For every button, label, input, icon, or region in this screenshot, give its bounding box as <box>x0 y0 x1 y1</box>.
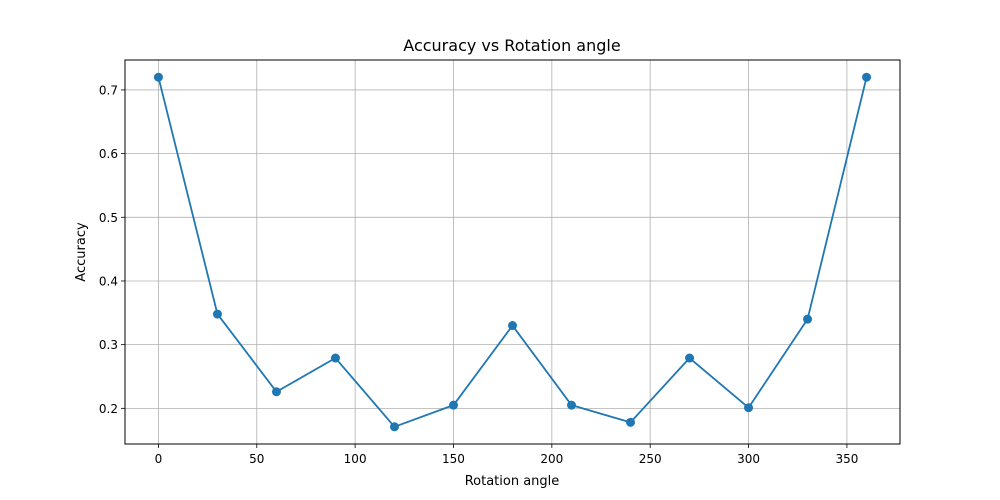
x-tick-label: 350 <box>835 452 858 466</box>
data-point <box>212 309 222 319</box>
x-axis-label: Rotation angle <box>465 474 560 489</box>
data-point <box>389 422 399 432</box>
plot-area-frame <box>124 59 901 445</box>
data-point <box>744 403 754 413</box>
data-point <box>508 321 517 331</box>
data-point <box>803 314 813 324</box>
y-axis-label: Accuracy <box>74 222 89 282</box>
x-tick-label: 150 <box>442 452 465 466</box>
y-tick-label: 0.4 <box>99 274 118 288</box>
data-point <box>448 400 458 410</box>
y-tick-label: 0.6 <box>99 147 118 161</box>
data-point <box>685 353 695 363</box>
x-axis-ticks: 0 50 100 150 200 250 300 350 <box>155 444 858 466</box>
series-layer <box>153 72 872 432</box>
y-axis-ticks: 0.2 0.3 0.4 0.5 0.6 0.7 <box>99 83 125 416</box>
grid <box>125 60 900 444</box>
data-point <box>567 400 577 410</box>
chart-title: Accuracy vs Rotation angle <box>403 36 620 55</box>
x-tick-label: 250 <box>639 452 662 466</box>
data-point <box>330 353 340 363</box>
x-tick-label: 0 <box>155 452 163 466</box>
data-point <box>271 387 281 397</box>
y-tick-label: 0.7 <box>99 83 118 97</box>
data-point <box>153 72 163 82</box>
y-tick-label: 0.3 <box>99 338 118 352</box>
x-tick-label: 300 <box>737 452 760 466</box>
data-point <box>626 417 636 427</box>
data-point <box>862 72 872 82</box>
x-tick-label: 100 <box>344 452 367 466</box>
y-tick-label: 0.5 <box>99 211 118 225</box>
series-line <box>157 76 868 428</box>
x-tick-label: 200 <box>540 452 563 466</box>
y-tick-label: 0.2 <box>99 402 118 416</box>
x-tick-label: 50 <box>249 452 264 466</box>
